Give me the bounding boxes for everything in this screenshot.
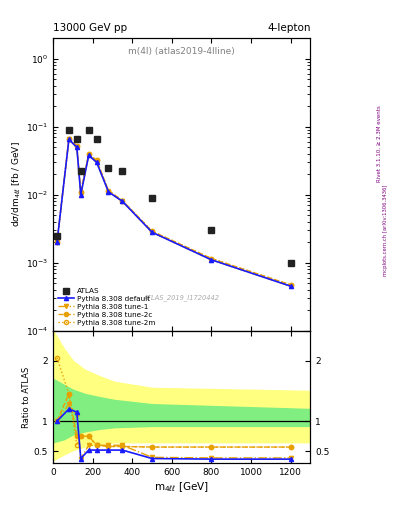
Pythia 8.308 tune-1 [86, 152, 91, 158]
ATLAS [55, 232, 59, 239]
Pythia 8.308 tune-1 [120, 198, 125, 204]
Pythia 8.308 tune-2m [288, 282, 293, 288]
ATLAS [74, 136, 79, 142]
ATLAS [150, 195, 154, 201]
Pythia 8.308 tune-2c [94, 157, 99, 163]
Pythia 8.308 tune-2c [120, 198, 125, 204]
Pythia 8.308 default [288, 283, 293, 289]
ATLAS [120, 168, 125, 175]
Pythia 8.308 tune-2c [106, 187, 111, 194]
Line: Pythia 8.308 tune-2m: Pythia 8.308 tune-2m [55, 137, 293, 287]
Pythia 8.308 tune-2c [55, 239, 59, 245]
Pythia 8.308 tune-2c [66, 136, 71, 142]
Pythia 8.308 tune-1 [106, 189, 111, 195]
Pythia 8.308 default [74, 144, 79, 151]
Text: m(4l) (atlas2019-4lline): m(4l) (atlas2019-4lline) [129, 47, 235, 56]
Y-axis label: d$\sigma$/dm$_{4\ell\ell}$ [fb / GeV]: d$\sigma$/dm$_{4\ell\ell}$ [fb / GeV] [11, 141, 23, 227]
Pythia 8.308 default [86, 152, 91, 158]
Text: mcplots.cern.ch [arXiv:1306.3436]: mcplots.cern.ch [arXiv:1306.3436] [383, 185, 387, 276]
Legend: ATLAS, Pythia 8.308 default, Pythia 8.308 tune-1, Pythia 8.308 tune-2c, Pythia 8: ATLAS, Pythia 8.308 default, Pythia 8.30… [57, 287, 157, 327]
Pythia 8.308 default [94, 159, 99, 165]
Line: ATLAS: ATLAS [54, 127, 294, 266]
Text: Rivet 3.1.10, ≥ 2.3M events: Rivet 3.1.10, ≥ 2.3M events [377, 105, 382, 182]
Pythia 8.308 tune-2m [209, 255, 214, 262]
Text: 13000 GeV pp: 13000 GeV pp [53, 23, 127, 33]
Pythia 8.308 default [55, 239, 59, 245]
Pythia 8.308 tune-1 [209, 257, 214, 263]
Pythia 8.308 tune-2c [86, 151, 91, 157]
Pythia 8.308 tune-2m [79, 189, 83, 195]
Pythia 8.308 tune-1 [94, 159, 99, 165]
Pythia 8.308 tune-2c [74, 142, 79, 148]
ATLAS [209, 227, 214, 233]
Pythia 8.308 tune-1 [55, 239, 59, 245]
Line: Pythia 8.308 tune-1: Pythia 8.308 tune-1 [55, 137, 293, 288]
ATLAS [86, 127, 91, 133]
Line: Pythia 8.308 tune-2c: Pythia 8.308 tune-2c [55, 137, 293, 287]
Pythia 8.308 tune-2m [66, 136, 71, 142]
Pythia 8.308 tune-2m [150, 228, 154, 234]
Pythia 8.308 default [150, 229, 154, 236]
Text: ATLAS_2019_I1720442: ATLAS_2019_I1720442 [144, 294, 220, 302]
Pythia 8.308 default [120, 198, 125, 204]
Pythia 8.308 tune-2c [288, 282, 293, 288]
ATLAS [106, 164, 111, 170]
Pythia 8.308 tune-2m [120, 198, 125, 204]
Pythia 8.308 tune-2m [106, 187, 111, 194]
Pythia 8.308 default [79, 191, 83, 198]
Pythia 8.308 default [106, 189, 111, 195]
ATLAS [79, 168, 83, 175]
Line: Pythia 8.308 default: Pythia 8.308 default [55, 137, 293, 288]
Text: 4-lepton: 4-lepton [267, 23, 310, 33]
ATLAS [66, 127, 71, 133]
Pythia 8.308 tune-2m [74, 142, 79, 148]
Pythia 8.308 tune-2c [79, 189, 83, 195]
Pythia 8.308 tune-2m [94, 157, 99, 163]
Pythia 8.308 default [66, 136, 71, 142]
Y-axis label: Ratio to ATLAS: Ratio to ATLAS [22, 366, 31, 428]
X-axis label: m$_{4\ell\ell}$ [GeV]: m$_{4\ell\ell}$ [GeV] [154, 480, 209, 494]
ATLAS [288, 260, 293, 266]
Pythia 8.308 default [209, 257, 214, 263]
ATLAS [94, 136, 99, 142]
Pythia 8.308 tune-1 [74, 144, 79, 151]
Pythia 8.308 tune-1 [66, 136, 71, 142]
Pythia 8.308 tune-2c [209, 255, 214, 262]
Pythia 8.308 tune-2m [55, 239, 59, 245]
Pythia 8.308 tune-1 [150, 229, 154, 236]
Pythia 8.308 tune-1 [288, 283, 293, 289]
Pythia 8.308 tune-2m [86, 151, 91, 157]
Pythia 8.308 tune-2c [150, 228, 154, 234]
Pythia 8.308 tune-1 [79, 191, 83, 198]
